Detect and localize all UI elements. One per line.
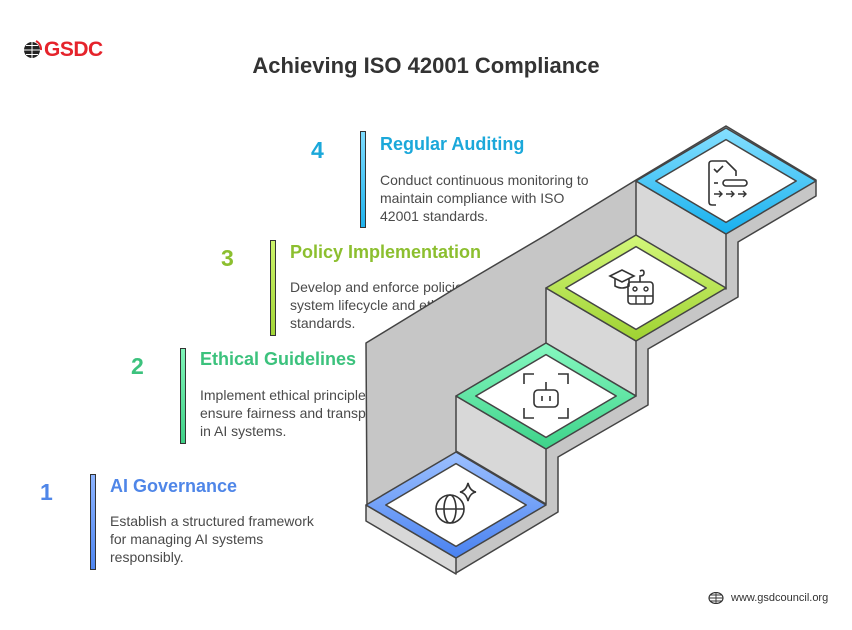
description-line: Establish a structured framework xyxy=(110,513,314,529)
step-2-bar xyxy=(180,348,186,444)
step-1-bar xyxy=(90,474,96,570)
gsdc-logo: GSDC xyxy=(22,38,103,62)
description-line: in AI systems. xyxy=(200,423,287,439)
document-checklist-icon xyxy=(708,160,748,206)
step-2-platform-inner xyxy=(475,353,617,439)
description-line: ensure fairness and transparency xyxy=(200,405,408,421)
logo-text: GSDC xyxy=(44,38,103,61)
step-3-title: Policy Implementation xyxy=(290,242,482,262)
footer: www.gsdcouncil.org xyxy=(708,592,828,604)
step-3-number: 3 xyxy=(221,245,234,271)
description-line: maintain compliance with ISO xyxy=(380,190,565,206)
robot-scan-icon xyxy=(523,373,569,419)
logo-globe-icon xyxy=(24,40,42,58)
description-line: responsibly. xyxy=(110,549,184,565)
step-1-number: 1 xyxy=(40,479,53,505)
description-line: Implement ethical principles to xyxy=(200,387,389,403)
step-3-bar xyxy=(270,240,276,336)
step-4-number: 4 xyxy=(311,137,324,163)
step-4-title: Regular Auditing xyxy=(380,134,525,154)
step-2-number: 2 xyxy=(131,353,144,379)
page-title: Achieving ISO 42001 Compliance xyxy=(252,53,600,78)
globe-icon xyxy=(708,592,724,604)
step-1-title: AI Governance xyxy=(110,476,238,496)
website-link[interactable]: www.gsdcouncil.org xyxy=(731,592,829,604)
description-line: for managing AI systems xyxy=(110,531,264,547)
description-line: standards. xyxy=(290,315,356,331)
step-3-description: Develop and enforce policies for AI syst… xyxy=(290,278,530,332)
graduation-robot-icon xyxy=(608,269,654,305)
globe-sparkle-icon xyxy=(435,482,477,524)
step-4-platform-inner xyxy=(655,138,797,224)
step-4-description: Conduct continuous monitoring to maintai… xyxy=(380,171,620,225)
step-4-bar xyxy=(360,131,366,228)
step-1-description: Establish a structured framework for man… xyxy=(110,512,350,566)
description-line: 42001 standards. xyxy=(380,208,489,224)
step-2-description: Implement ethical principles to ensure f… xyxy=(200,386,440,440)
description-line: Conduct continuous monitoring to xyxy=(380,172,589,188)
description-line: system lifecycle and ethical xyxy=(290,297,460,313)
step-2-title: Ethical Guidelines xyxy=(200,349,357,369)
